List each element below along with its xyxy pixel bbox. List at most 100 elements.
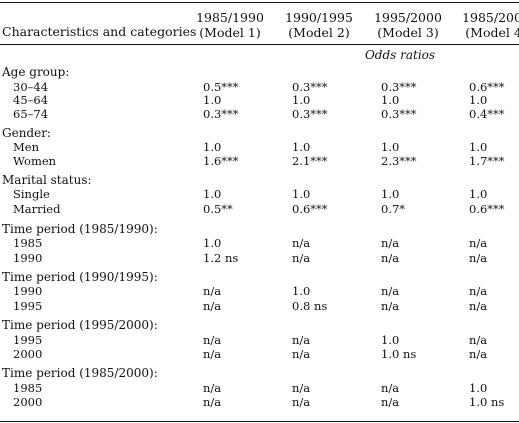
cell-model-1: 1.2 ns (203, 251, 239, 265)
group-row: Gender: (0, 126, 519, 140)
cell-model-4: 1.7*** (469, 154, 505, 168)
cell-model-1: 0.5** (203, 202, 233, 216)
group-row: Marital status: (0, 173, 519, 187)
group-label: Gender: (2, 126, 51, 140)
cell-model-1: n/a (203, 299, 222, 313)
cell-model-4: n/a (469, 236, 488, 250)
cell-model-3: 2.3*** (381, 154, 417, 168)
cell-model-4: 1.0 (469, 381, 488, 395)
cell-model-3: 1.0 (381, 93, 400, 107)
column-header-model-3: 1995/2000 (Model 3) (353, 10, 463, 40)
cell-model-4: 0.6*** (469, 202, 505, 216)
column-header-period: 1985/2000 (462, 10, 519, 25)
cell-model-4: 1.0 (469, 140, 488, 154)
cell-model-3: 0.7* (381, 202, 406, 216)
cell-model-2: 1.0 (292, 93, 311, 107)
group-row: Time period (1985/1990): (0, 222, 519, 236)
group-label: Time period (1995/2000): (2, 318, 158, 332)
cell-model-4: 0.6*** (469, 80, 505, 94)
table-row: Married 0.5** 0.6*** 0.7* 0.6*** (0, 202, 519, 216)
row-label: 2000 (13, 347, 43, 361)
table-row: 1995 n/a n/a 1.0 n/a (0, 333, 519, 347)
group-row: Age group: (0, 65, 519, 79)
row-label: 1985 (13, 236, 43, 250)
table-row: 2000 n/a n/a n/a 1.0 ns (0, 395, 519, 409)
column-header-model: (Model 3) (377, 25, 439, 40)
cell-model-3: 0.3*** (381, 80, 417, 94)
cell-model-1: n/a (203, 284, 222, 298)
cell-model-2: 0.6*** (292, 202, 328, 216)
cell-model-2: 1.0 (292, 187, 311, 201)
table-row: Single 1.0 1.0 1.0 1.0 (0, 187, 519, 201)
table-row: 1985 1.0 n/a n/a n/a (0, 236, 519, 250)
cell-model-2: 1.0 (292, 140, 311, 154)
bottom-rule (0, 421, 519, 422)
cell-model-2: 0.8 ns (292, 299, 328, 313)
cell-model-3: n/a (381, 395, 400, 409)
group-row: Time period (1985/2000): (0, 366, 519, 380)
table-row: 1995 n/a 0.8 ns n/a n/a (0, 299, 519, 313)
table-row: 30–44 0.5*** 0.3*** 0.3*** 0.6*** (0, 80, 519, 94)
group-label: Time period (1985/2000): (2, 366, 158, 380)
row-label: 65–74 (13, 107, 49, 121)
cell-model-1: 1.0 (203, 187, 222, 201)
cell-model-1: n/a (203, 395, 222, 409)
table-row: Men 1.0 1.0 1.0 1.0 (0, 140, 519, 154)
cell-model-2: 0.3*** (292, 80, 328, 94)
odds-ratios-subheader: Odds ratios (364, 48, 436, 62)
top-rule (0, 2, 519, 3)
cell-model-1: 1.0 (203, 140, 222, 154)
column-header-model-4: 1985/2000 (Model 4) (441, 10, 519, 40)
cell-model-1: 1.0 (203, 236, 222, 250)
cell-model-3: n/a (381, 284, 400, 298)
row-label: 1995 (13, 299, 43, 313)
column-header-model-1: 1985/1990 (Model 1) (175, 10, 285, 40)
row-label: 1985 (13, 381, 43, 395)
group-label: Age group: (2, 65, 70, 79)
cell-model-4: n/a (469, 347, 488, 361)
cell-model-4: 0.4*** (469, 107, 505, 121)
group-row: Time period (1995/2000): (0, 318, 519, 332)
cell-model-1: 0.3*** (203, 107, 239, 121)
column-header-model-2: 1990/1995 (Model 2) (264, 10, 374, 40)
cell-model-1: n/a (203, 333, 222, 347)
cell-model-2: n/a (292, 381, 311, 395)
cell-model-3: n/a (381, 236, 400, 250)
cell-model-3: 1.0 ns (381, 347, 417, 361)
cell-model-3: n/a (381, 381, 400, 395)
column-header-period: 1985/1990 (196, 10, 264, 25)
cell-model-3: 1.0 (381, 140, 400, 154)
table-row: 45–64 1.0 1.0 1.0 1.0 (0, 93, 519, 107)
column-header-period: 1990/1995 (285, 10, 353, 25)
cell-model-2: 1.0 (292, 284, 311, 298)
table-row: 65–74 0.3*** 0.3*** 0.3*** 0.4*** (0, 107, 519, 121)
row-label: 2000 (13, 395, 43, 409)
row-label: Men (13, 140, 39, 154)
column-header-period: 1995/2000 (374, 10, 442, 25)
cell-model-3: n/a (381, 299, 400, 313)
cell-model-4: n/a (469, 251, 488, 265)
cell-model-4: 1.0 ns (469, 395, 505, 409)
column-header-model: (Model 2) (288, 25, 350, 40)
cell-model-2: n/a (292, 236, 311, 250)
group-label: Time period (1990/1995): (2, 270, 158, 284)
row-label: Single (13, 187, 50, 201)
group-row: Time period (1990/1995): (0, 270, 519, 284)
row-label: 1990 (13, 284, 43, 298)
row-label: Married (13, 202, 61, 216)
cell-model-3: 1.0 (381, 187, 400, 201)
group-label: Time period (1985/1990): (2, 222, 158, 236)
cell-model-2: n/a (292, 395, 311, 409)
cell-model-3: 0.3*** (381, 107, 417, 121)
row-label: 30–44 (13, 80, 49, 94)
group-label: Marital status: (2, 173, 92, 187)
table-row: 1990 1.2 ns n/a n/a n/a (0, 251, 519, 265)
table-row: 1990 n/a 1.0 n/a n/a (0, 284, 519, 298)
cell-model-1: 0.5*** (203, 80, 239, 94)
cell-model-4: 1.0 (469, 93, 488, 107)
table-row: 1985 n/a n/a n/a 1.0 (0, 381, 519, 395)
cell-model-4: n/a (469, 284, 488, 298)
cell-model-4: 1.0 (469, 187, 488, 201)
cell-model-2: 0.3*** (292, 107, 328, 121)
